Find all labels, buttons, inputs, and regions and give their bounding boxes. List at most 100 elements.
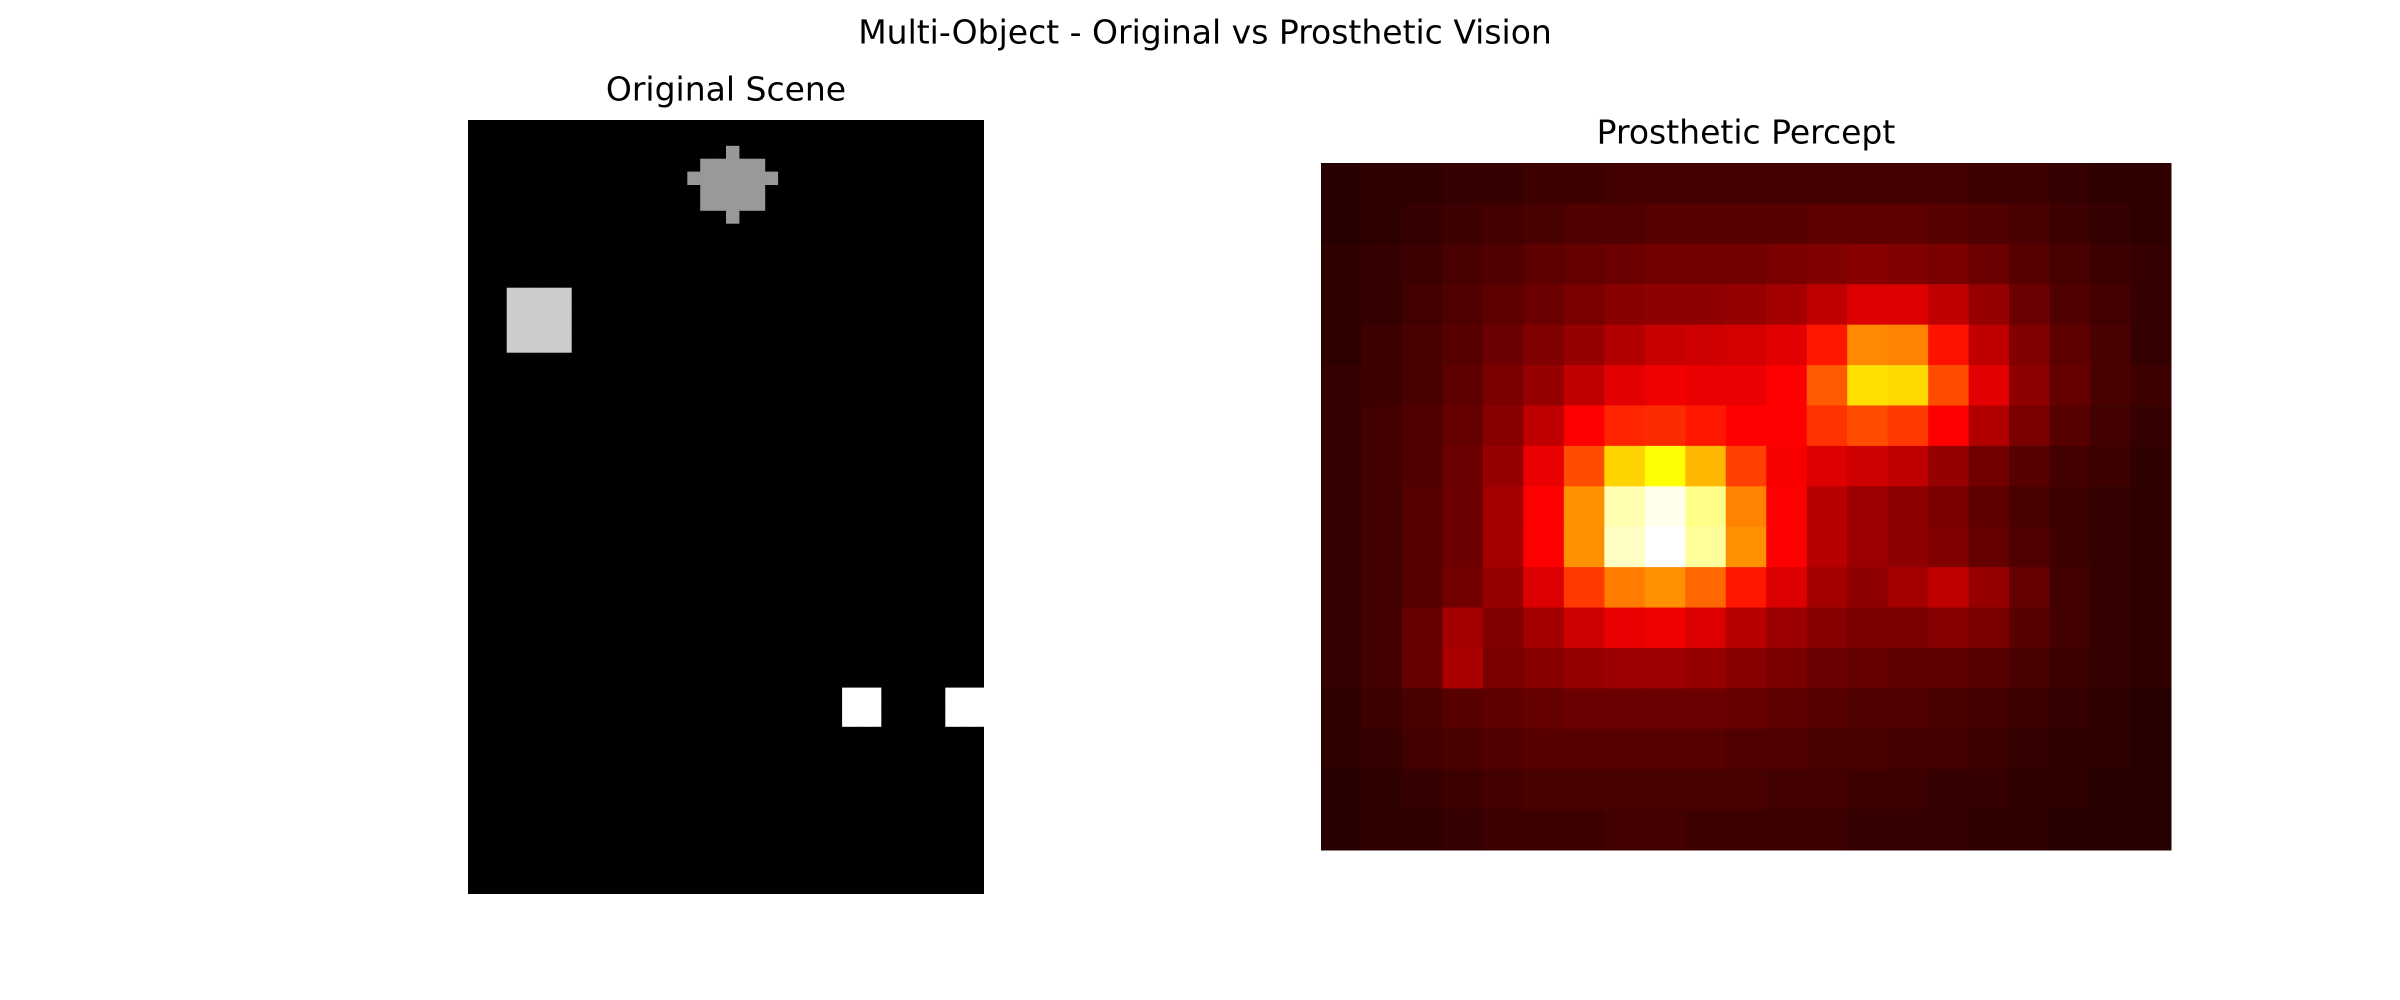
percept-cell: [1321, 324, 1362, 366]
percept-cell: [1604, 365, 1646, 406]
percept-cell: [1766, 284, 1808, 326]
percept-cell: [2090, 526, 2132, 568]
percept-cell: [2049, 728, 2091, 770]
scene-pixel: [945, 700, 959, 714]
percept-cell: [2130, 203, 2172, 245]
original-scene-title: Original Scene: [606, 70, 846, 109]
percept-cell: [1968, 728, 2010, 770]
percept-cell: [1847, 526, 1889, 568]
percept-cell: [1766, 809, 1808, 851]
percept-cell: [1806, 284, 1848, 326]
scene-pixel: [726, 171, 740, 185]
percept-cell: [1685, 405, 1727, 447]
percept-cell: [1604, 324, 1646, 366]
scene-pixel: [842, 713, 856, 727]
percept-cell: [1928, 728, 1970, 770]
percept-cell: [1968, 769, 2010, 811]
scene-pixel: [971, 687, 985, 701]
percept-cell: [1725, 365, 1767, 406]
prosthetic-percept-title: Prosthetic Percept: [1597, 113, 1896, 152]
percept-cell: [1766, 203, 1808, 245]
percept-cell: [1644, 647, 1686, 689]
scene-pixel: [506, 339, 521, 353]
percept-cell: [1725, 284, 1767, 326]
percept-cell: [1644, 324, 1686, 366]
percept-cell: [1321, 688, 1362, 730]
scene-pixel: [726, 197, 740, 211]
percept-cell: [1604, 243, 1646, 285]
scene-pixel: [855, 687, 869, 701]
percept-cell: [2090, 324, 2132, 366]
percept-cell: [1361, 284, 1403, 326]
scene-pixel: [713, 171, 727, 185]
percept-cell: [1523, 647, 1565, 689]
scene-pixel: [700, 197, 714, 211]
scene-pixel: [558, 339, 572, 353]
percept-cell: [1401, 365, 1443, 406]
percept-cell: [1482, 567, 1524, 609]
percept-cell: [2130, 526, 2172, 568]
percept-cell: [1401, 405, 1443, 447]
scene-background: [468, 120, 984, 894]
percept-cell: [2130, 688, 2172, 730]
percept-cell: [1563, 486, 1605, 528]
percept-cell: [1523, 365, 1565, 406]
percept-cell: [1685, 769, 1727, 811]
percept-cell: [1361, 203, 1403, 245]
percept-cell: [1725, 486, 1767, 528]
scene-pixel: [726, 210, 740, 224]
percept-cell: [1887, 324, 1929, 366]
percept-cell: [1361, 445, 1403, 487]
percept-cell: [1887, 647, 1929, 689]
percept-cell: [1523, 203, 1565, 245]
percept-cell: [1604, 445, 1646, 487]
scene-pixel: [726, 158, 740, 173]
percept-cell: [1847, 243, 1889, 285]
percept-cell: [1361, 526, 1403, 568]
percept-cell: [1644, 486, 1686, 528]
percept-cell: [1847, 324, 1889, 366]
percept-cell: [1644, 526, 1686, 568]
percept-cell: [2049, 486, 2091, 528]
percept-cell: [1766, 567, 1808, 609]
percept-cell: [2049, 365, 2091, 406]
percept-cell: [1523, 405, 1565, 447]
percept-cell: [2130, 163, 2172, 204]
percept-cell: [1482, 526, 1524, 568]
percept-cell: [2130, 809, 2172, 851]
percept-cell: [1766, 728, 1808, 770]
percept-cell: [1928, 688, 1970, 730]
scene-pixel: [545, 300, 559, 314]
scene-pixel: [545, 287, 559, 302]
percept-cell: [2090, 284, 2132, 326]
percept-cell: [1361, 243, 1403, 285]
percept-cell: [1644, 163, 1686, 204]
percept-cell: [2090, 445, 2132, 487]
percept-cell: [2009, 365, 2051, 406]
percept-cell: [1604, 647, 1646, 689]
percept-cell: [2130, 769, 2172, 811]
scene-pixel: [958, 687, 972, 701]
percept-cell: [1361, 486, 1403, 528]
scene-pixel: [971, 700, 985, 714]
scene-pixel: [713, 184, 727, 198]
percept-cell: [1523, 769, 1565, 811]
percept-cell: [1806, 324, 1848, 366]
percept-cell: [2049, 809, 2091, 851]
scene-pixel: [855, 700, 869, 714]
percept-cell: [1361, 324, 1403, 366]
percept-cell: [1685, 647, 1727, 689]
percept-cell: [1523, 688, 1565, 730]
percept-cell: [1442, 486, 1484, 528]
scene-pixel: [545, 326, 559, 340]
scene-pixel: [700, 171, 714, 185]
scene-pixel: [751, 197, 766, 211]
percept-cell: [1847, 647, 1889, 689]
percept-cell: [1887, 567, 1929, 609]
percept-cell: [2049, 405, 2091, 447]
percept-cell: [1806, 203, 1848, 245]
percept-cell: [1887, 365, 1929, 406]
percept-cell: [2130, 728, 2172, 770]
percept-cell: [1928, 324, 1970, 366]
percept-cell: [1321, 526, 1362, 568]
